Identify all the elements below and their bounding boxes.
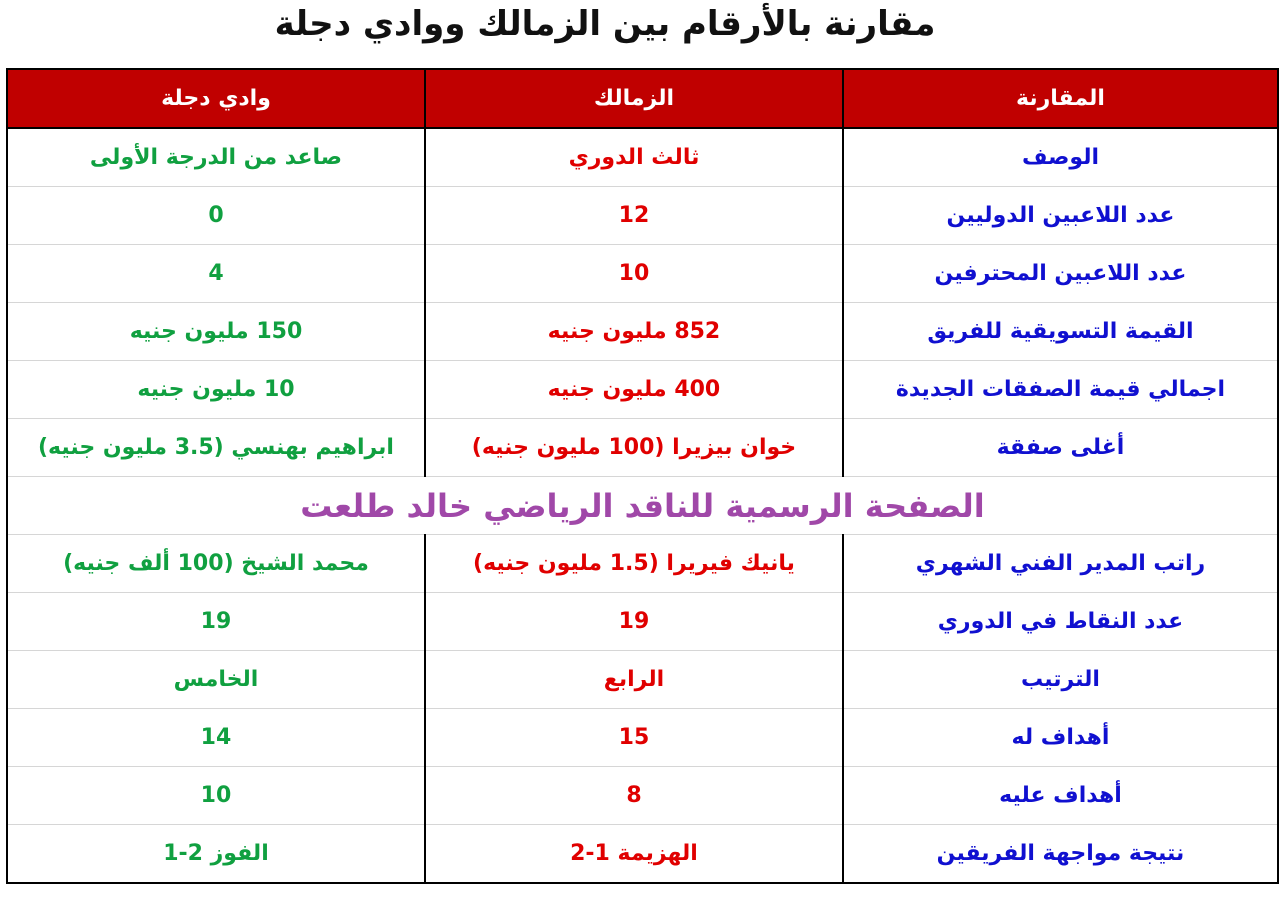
- table-row: الترتيب الرابع الخامس: [6, 650, 1280, 709]
- zamalek-value: 852 مليون جنيه: [423, 302, 844, 361]
- wadi-degla-value: الفوز 2-1: [6, 824, 426, 884]
- table-row: أهداف عليه 8 10: [6, 766, 1280, 825]
- zamalek-value: 400 مليون جنيه: [423, 360, 844, 419]
- watermark-text: الصفحة الرسمية للناقد الرياضي خالد طلعت: [6, 476, 1279, 535]
- row-label: أهداف عليه: [841, 766, 1280, 825]
- wadi-degla-value: صاعد من الدرجة الأولى: [6, 128, 426, 187]
- table-row: الوصف ثالث الدوري صاعد من الدرجة الأولى: [6, 128, 1280, 187]
- row-label: القيمة التسويقية للفريق: [841, 302, 1280, 361]
- header-comparison: المقارنة: [841, 68, 1280, 129]
- row-label: اجمالي قيمة الصفقات الجديدة: [841, 360, 1280, 419]
- wadi-degla-value: ابراهيم بهنسي (3.5 مليون جنيه): [6, 418, 426, 477]
- row-label: راتب المدير الفني الشهري: [841, 534, 1280, 593]
- zamalek-value: يانيك فيريرا (1.5 مليون جنيه): [423, 534, 844, 593]
- header-wadi-degla: وادي دجلة: [6, 68, 426, 129]
- table-row: اجمالي قيمة الصفقات الجديدة 400 مليون جني…: [6, 360, 1280, 419]
- wadi-degla-value: 10: [6, 766, 426, 825]
- header-zamalek: الزمالك: [423, 68, 844, 129]
- page-title: مقارنة بالأرقام بين الزمالك ووادي دجلة: [274, 4, 936, 44]
- comparison-table: المقارنة الزمالك وادي دجلة الوصف ثالث الد…: [6, 68, 1280, 884]
- header-row: المقارنة الزمالك وادي دجلة: [6, 68, 1280, 129]
- wadi-degla-value: محمد الشيخ (100 ألف جنيه): [6, 534, 426, 593]
- wadi-degla-value: 150 مليون جنيه: [6, 302, 426, 361]
- zamalek-value: 10: [423, 244, 844, 303]
- wadi-degla-value: 0: [6, 186, 426, 245]
- table-row: أغلى صفقة خوان بيزيرا (100 مليون جنيه) ابر…: [6, 418, 1280, 477]
- zamalek-value: 12: [423, 186, 844, 245]
- wadi-degla-value: 19: [6, 592, 426, 651]
- zamalek-value: 8: [423, 766, 844, 825]
- row-label: عدد اللاعبين المحترفين: [841, 244, 1280, 303]
- table-row: القيمة التسويقية للفريق 852 مليون جنيه 150…: [6, 302, 1280, 361]
- zamalek-value: 19: [423, 592, 844, 651]
- wadi-degla-value: 4: [6, 244, 426, 303]
- row-label: أغلى صفقة: [841, 418, 1280, 477]
- wadi-degla-value: 10 مليون جنيه: [6, 360, 426, 419]
- table-row: نتيجة مواجهة الفريقين الهزيمة 1-2 الفوز 2-…: [6, 824, 1280, 884]
- row-label: عدد اللاعبين الدوليين: [841, 186, 1280, 245]
- row-label: أهداف له: [841, 708, 1280, 767]
- table-row: راتب المدير الفني الشهري يانيك فيريرا (1.…: [6, 534, 1280, 593]
- zamalek-value: 15: [423, 708, 844, 767]
- zamalek-value: الرابع: [423, 650, 844, 709]
- row-label: عدد النقاط في الدوري: [841, 592, 1280, 651]
- table-row: أهداف له 15 14: [6, 708, 1280, 767]
- row-label: الوصف: [841, 128, 1280, 187]
- wadi-degla-value: الخامس: [6, 650, 426, 709]
- row-label: الترتيب: [841, 650, 1280, 709]
- watermark-row: الصفحة الرسمية للناقد الرياضي خالد طلعت: [6, 476, 1279, 535]
- table-row: عدد النقاط في الدوري 19 19: [6, 592, 1280, 651]
- row-label: نتيجة مواجهة الفريقين: [841, 824, 1280, 884]
- zamalek-value: ثالث الدوري: [423, 128, 844, 187]
- table-row: عدد اللاعبين المحترفين 10 4: [6, 244, 1280, 303]
- wadi-degla-value: 14: [6, 708, 426, 767]
- table-row: عدد اللاعبين الدوليين 12 0: [6, 186, 1280, 245]
- zamalek-value: خوان بيزيرا (100 مليون جنيه): [423, 418, 844, 477]
- zamalek-value: الهزيمة 1-2: [423, 824, 844, 884]
